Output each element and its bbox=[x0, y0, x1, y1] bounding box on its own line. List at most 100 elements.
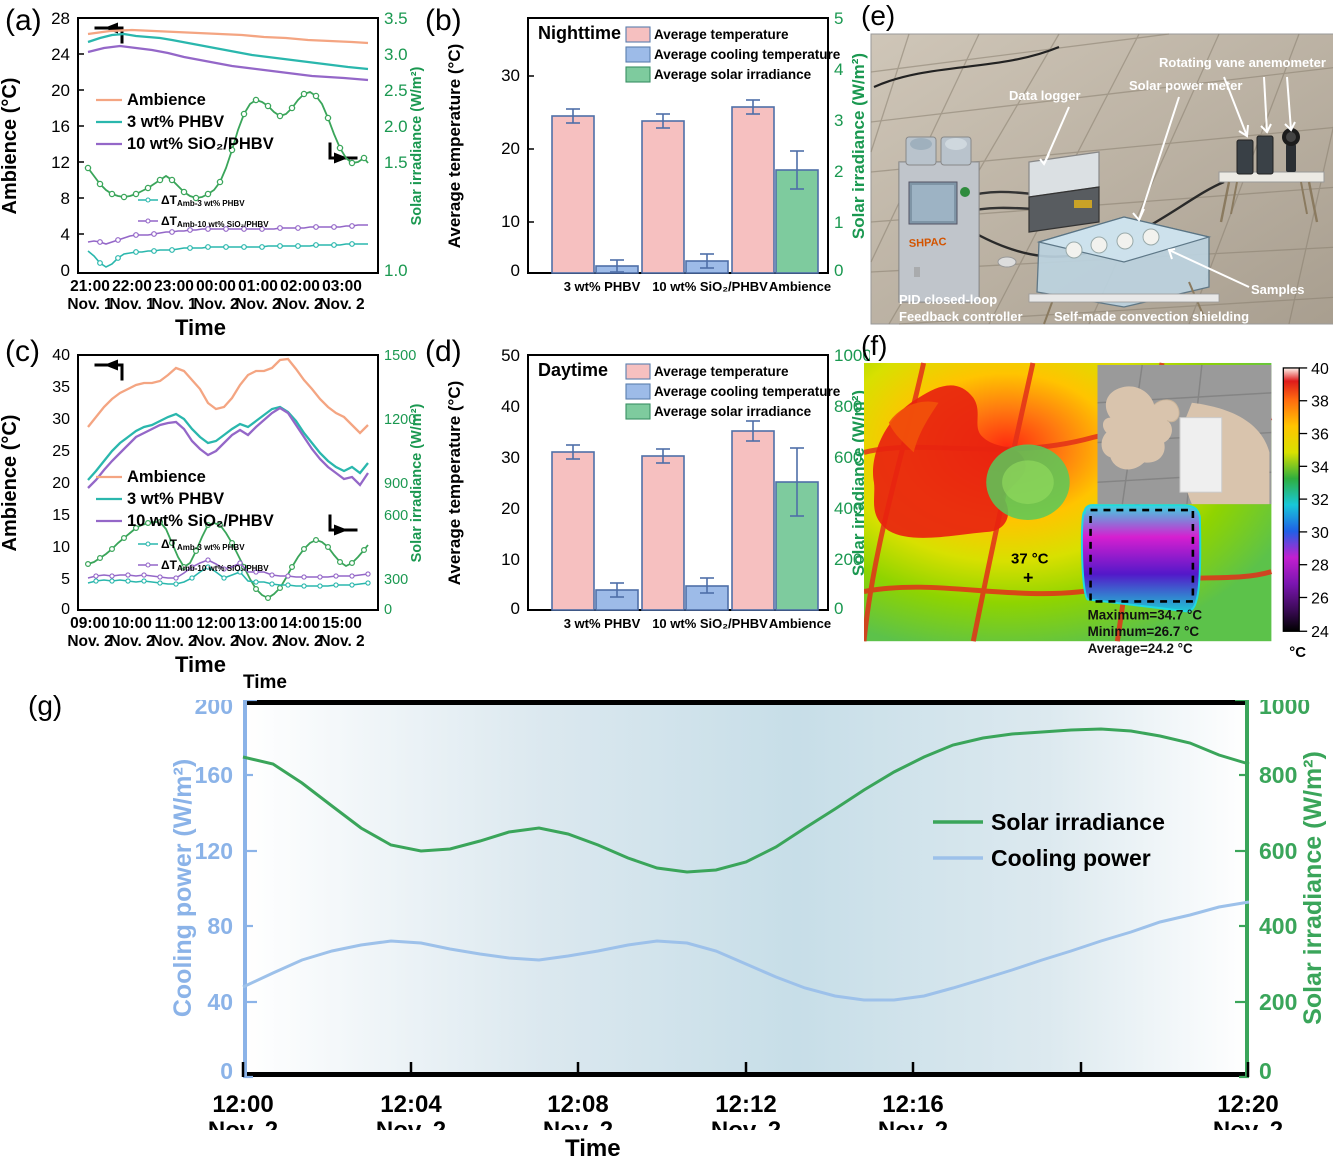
svg-text:Nov. 1: Nov. 1 bbox=[67, 296, 113, 313]
svg-text:0: 0 bbox=[220, 1058, 233, 1084]
svg-text:10 wt% SiO₂/PHBV: 10 wt% SiO₂/PHBV bbox=[652, 616, 768, 631]
svg-text:600: 600 bbox=[384, 508, 408, 524]
svg-text:2.5: 2.5 bbox=[384, 81, 408, 100]
svg-text:0: 0 bbox=[1259, 1058, 1272, 1084]
svg-text:Nov. 1: Nov. 1 bbox=[109, 296, 155, 313]
svg-text:02:00: 02:00 bbox=[280, 278, 320, 295]
svg-text:Feedback controller: Feedback controller bbox=[899, 309, 1023, 324]
svg-text:30: 30 bbox=[52, 411, 70, 428]
svg-text:12:20: 12:20 bbox=[1217, 1091, 1278, 1118]
svg-text:Nov. 2: Nov. 2 bbox=[277, 633, 322, 650]
svg-text:34: 34 bbox=[1311, 459, 1329, 476]
svg-text:32: 32 bbox=[1311, 492, 1329, 509]
svg-text:01:00: 01:00 bbox=[238, 278, 278, 295]
svg-text:30: 30 bbox=[501, 66, 520, 85]
svg-text:40: 40 bbox=[501, 397, 520, 416]
svg-text:Rotating vane anemometer: Rotating vane anemometer bbox=[1159, 55, 1326, 70]
svg-text:12:04: 12:04 bbox=[380, 1091, 442, 1118]
svg-text:40: 40 bbox=[207, 989, 233, 1015]
svg-text:Solar irradiance: Solar irradiance bbox=[991, 809, 1165, 835]
svg-text:10:00: 10:00 bbox=[112, 615, 152, 632]
svg-text:0: 0 bbox=[511, 599, 520, 618]
svg-text:22:00: 22:00 bbox=[112, 278, 152, 295]
svg-text:Average=24.2 °C: Average=24.2 °C bbox=[1088, 641, 1193, 656]
svg-text:3 wt% PHBV: 3 wt% PHBV bbox=[127, 113, 224, 131]
svg-text:900: 900 bbox=[384, 476, 408, 492]
svg-text:38: 38 bbox=[1311, 394, 1329, 411]
svg-text:300: 300 bbox=[384, 572, 408, 588]
svg-text:0: 0 bbox=[61, 601, 70, 618]
svg-text:Minimum=26.7 °C: Minimum=26.7 °C bbox=[1088, 624, 1200, 639]
svg-text:Ambience: Ambience bbox=[769, 279, 831, 294]
svg-text:Self-made convection shielding: Self-made convection shielding bbox=[1054, 309, 1249, 324]
svg-text:23:00: 23:00 bbox=[154, 278, 194, 295]
svg-text:40: 40 bbox=[52, 347, 70, 364]
svg-text:0: 0 bbox=[834, 599, 843, 618]
svg-text:3.5: 3.5 bbox=[384, 9, 408, 28]
svg-text:Average temperature (°C): Average temperature (°C) bbox=[445, 381, 464, 586]
svg-text:Nov. 2: Nov. 2 bbox=[67, 633, 112, 650]
svg-text:50: 50 bbox=[501, 346, 520, 365]
svg-text:20: 20 bbox=[501, 139, 520, 158]
svg-text:12:12: 12:12 bbox=[715, 1091, 776, 1118]
svg-text:28: 28 bbox=[51, 9, 70, 28]
svg-text:800: 800 bbox=[1259, 762, 1297, 788]
svg-text:ΔTAmb-3 wt% PHBV: ΔTAmb-3 wt% PHBV bbox=[161, 537, 245, 552]
svg-text:3: 3 bbox=[834, 111, 843, 130]
svg-text:2: 2 bbox=[834, 162, 843, 181]
svg-text:10 wt% SiO₂/PHBV: 10 wt% SiO₂/PHBV bbox=[127, 135, 274, 153]
svg-text:10 wt% SiO₂/PHBV: 10 wt% SiO₂/PHBV bbox=[652, 279, 768, 294]
svg-text:Ambience (°C): Ambience (°C) bbox=[0, 78, 21, 215]
svg-text:Average temperature: Average temperature bbox=[654, 27, 789, 42]
svg-text:20: 20 bbox=[51, 81, 70, 100]
svg-text:30: 30 bbox=[1311, 525, 1329, 542]
svg-text:Nov. 2: Nov. 2 bbox=[711, 1117, 781, 1130]
svg-text:Nov. 2: Nov. 2 bbox=[208, 1117, 278, 1130]
svg-text:600: 600 bbox=[1259, 838, 1297, 864]
svg-text:Nov. 1: Nov. 1 bbox=[151, 296, 197, 313]
svg-text:ΔTAmb-10 wt% SiO₂/PHBV: ΔTAmb-10 wt% SiO₂/PHBV bbox=[161, 214, 269, 229]
svg-text:Average temperature: Average temperature bbox=[654, 364, 789, 379]
svg-text:24: 24 bbox=[51, 45, 70, 64]
svg-text:10: 10 bbox=[501, 212, 520, 231]
svg-text:11:00: 11:00 bbox=[155, 615, 194, 632]
svg-text:10 wt% SiO₂/PHBV: 10 wt% SiO₂/PHBV bbox=[127, 512, 274, 530]
svg-text:5: 5 bbox=[834, 9, 843, 28]
svg-text:Nov. 2: Nov. 2 bbox=[543, 1117, 613, 1130]
svg-text:Daytime: Daytime bbox=[538, 360, 608, 380]
svg-text:SHPAC: SHPAC bbox=[909, 236, 947, 250]
svg-text:8: 8 bbox=[61, 189, 70, 208]
svg-text:Average cooling temperature: Average cooling temperature bbox=[654, 384, 841, 399]
svg-text:Nov. 2: Nov. 2 bbox=[151, 633, 196, 650]
svg-text:1.0: 1.0 bbox=[384, 261, 408, 280]
svg-text:12:00: 12:00 bbox=[212, 1091, 273, 1118]
svg-text:Average solar irradiance: Average solar irradiance bbox=[654, 404, 812, 419]
svg-text:26: 26 bbox=[1311, 590, 1329, 607]
svg-text:12:16: 12:16 bbox=[882, 1091, 943, 1118]
svg-text:16: 16 bbox=[51, 117, 70, 136]
svg-text:Nov. 2: Nov. 2 bbox=[235, 633, 280, 650]
svg-text:28: 28 bbox=[1311, 558, 1329, 575]
svg-text:Solar power meter: Solar power meter bbox=[1129, 78, 1242, 93]
svg-text:120: 120 bbox=[195, 838, 233, 864]
svg-text:00:00: 00:00 bbox=[196, 278, 236, 295]
svg-text:20: 20 bbox=[501, 499, 520, 518]
svg-text:Maximum=34.7 °C: Maximum=34.7 °C bbox=[1088, 607, 1203, 622]
svg-text:20: 20 bbox=[52, 475, 70, 492]
svg-text:14:00: 14:00 bbox=[280, 615, 320, 632]
svg-text:03:00: 03:00 bbox=[322, 278, 362, 295]
svg-text:Data logger: Data logger bbox=[1009, 88, 1081, 103]
svg-text:0: 0 bbox=[384, 602, 392, 618]
svg-text:+: + bbox=[1023, 568, 1033, 588]
svg-text:Nov. 2: Nov. 2 bbox=[193, 296, 238, 313]
svg-text:3 wt% PHBV: 3 wt% PHBV bbox=[564, 279, 641, 294]
svg-text:Ambience (°C): Ambience (°C) bbox=[0, 415, 21, 552]
svg-text:3 wt% PHBV: 3 wt% PHBV bbox=[127, 490, 224, 508]
svg-text:Nov. 2: Nov. 2 bbox=[319, 296, 364, 313]
svg-text:15:00: 15:00 bbox=[322, 615, 362, 632]
svg-text:1500: 1500 bbox=[384, 348, 416, 364]
svg-text:200: 200 bbox=[195, 700, 233, 719]
svg-text:1000: 1000 bbox=[1259, 700, 1310, 719]
svg-text:Nov. 2: Nov. 2 bbox=[319, 633, 364, 650]
svg-text:ΔTAmb-10 wt% SiO₂/PHBV: ΔTAmb-10 wt% SiO₂/PHBV bbox=[161, 558, 269, 573]
